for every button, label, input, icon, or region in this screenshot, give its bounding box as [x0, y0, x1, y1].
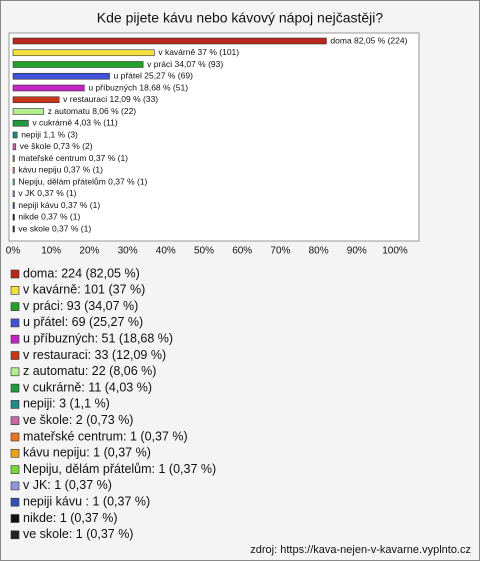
chart-title: Kde pijete kávu nebo kávový nápoj nejčas… [97, 10, 384, 26]
legend-label: ve skole: 1 (0,37 %) [23, 527, 133, 541]
bar-label: v cukrárně 4,03 % (11) [32, 118, 118, 128]
x-tick-label: 40% [156, 246, 176, 257]
x-tick-label: 0% [6, 246, 21, 257]
bar-label: ve škole 0,73 % (2) [20, 141, 93, 151]
legend-swatch [10, 465, 20, 474]
bar-label: u přátel 25,27 % (69) [114, 71, 194, 81]
x-tick-label: 90% [347, 246, 367, 257]
bar-label: u příbuzných 18,68 % (51) [88, 82, 188, 92]
legend-label: v JK: 1 (0,37 %) [23, 478, 112, 492]
legend-swatch [10, 383, 20, 393]
x-tick-label: 100% [382, 246, 408, 257]
bar-label: doma 82,05 % (224) [330, 35, 407, 45]
legend-swatch [10, 367, 20, 377]
bar-label: v kavárně 37 % (101) [158, 47, 239, 57]
legend-swatch [10, 497, 20, 507]
legend-label: nepiji: 3 (1,1 %) [23, 397, 110, 411]
source: zdroj: https://kava-nejen-v-kavarne.vypl… [250, 544, 471, 556]
legend-label: ve škole: 2 (0,73 %) [23, 413, 133, 427]
bar [12, 178, 15, 186]
legend-label: nikde: 1 (0,37 %) [23, 511, 118, 525]
x-tick-label: 60% [232, 246, 252, 257]
legend-label: v práci: 93 (34,07 %) [23, 299, 138, 313]
bar [12, 143, 17, 151]
legend-swatch [10, 334, 20, 344]
bar [12, 61, 144, 68]
bar [12, 190, 15, 198]
legend-label: v kavárně: 101 (37 %) [23, 283, 145, 297]
legend-swatch [10, 318, 20, 328]
bar [12, 225, 15, 233]
bar [12, 131, 18, 139]
bar-label: nepiji 1,1 % (3) [21, 129, 78, 139]
legend-swatch [10, 285, 20, 295]
bar [12, 155, 15, 162]
bar [12, 84, 85, 92]
legend-label: u příbuzných: 51 (18,68 %) [23, 331, 173, 345]
bar [12, 96, 60, 104]
bar-label: v restauraci 12,09 % (33) [63, 94, 158, 104]
bar [12, 49, 155, 57]
x-tick-label: 10% [41, 246, 61, 257]
legend-swatch [10, 416, 20, 426]
bar-label: z automatu 8,06 % (22) [48, 106, 137, 116]
bar-label: nepiji kávu 0,37 % (1) [18, 200, 100, 210]
bar-label: mateřské centrum 0,37 % (1) [18, 153, 128, 163]
x-tick-label: 80% [309, 246, 329, 257]
bar [12, 202, 15, 209]
bar-label: v JK 0,37 % (1) [18, 188, 76, 198]
bar [12, 213, 15, 221]
x-tick-label: 20% [79, 246, 99, 257]
legend-swatch [10, 530, 20, 540]
bar-label: ve skole 0,37 % (1) [18, 223, 91, 233]
legend-label: mateřské centrum: 1 (0,37 %) [23, 429, 188, 443]
x-tick-label: 50% [194, 246, 214, 257]
legend-label: kávu nepiju: 1 (0,37 %) [23, 446, 151, 460]
legend-swatch [10, 351, 20, 360]
x-tick-label: 30% [118, 246, 138, 257]
x-tick-label: 70% [270, 246, 290, 257]
legend-label: v restauraci: 33 (12,09 %) [23, 348, 166, 362]
bar-label: v práci 34,07 % (93) [147, 59, 223, 69]
legend-swatch [10, 432, 20, 442]
legend-label: Nepiju, dělám přátelům: 1 (0,37 %) [23, 462, 216, 476]
legend-swatch [10, 448, 20, 458]
legend-swatch [10, 481, 20, 491]
legend-swatch [10, 269, 20, 279]
legend-swatch [10, 400, 20, 409]
legend-label: nepiji kávu : 1 (0,37 %) [23, 494, 150, 508]
legend-swatch [10, 514, 20, 523]
legend-label: z automatu: 22 (8,06 %) [23, 364, 156, 378]
bar [12, 119, 29, 127]
legend-label: v cukrárně: 11 (4,03 %) [23, 380, 152, 394]
bar [12, 108, 45, 115]
bar [12, 37, 327, 45]
bar [12, 72, 110, 80]
bar-label: nikde 0,37 % (1) [18, 212, 80, 222]
bar-label: Nepiju, dělám přátelům 0,37 % (1) [18, 176, 147, 186]
legend-swatch [10, 302, 20, 311]
bar [12, 166, 15, 174]
legend-label: doma: 224 (82,05 %) [23, 266, 140, 280]
bar-label: kávu nepiju 0,37 % (1) [18, 165, 103, 175]
legend-label: u přátel: 69 (25,27 %) [23, 315, 143, 329]
